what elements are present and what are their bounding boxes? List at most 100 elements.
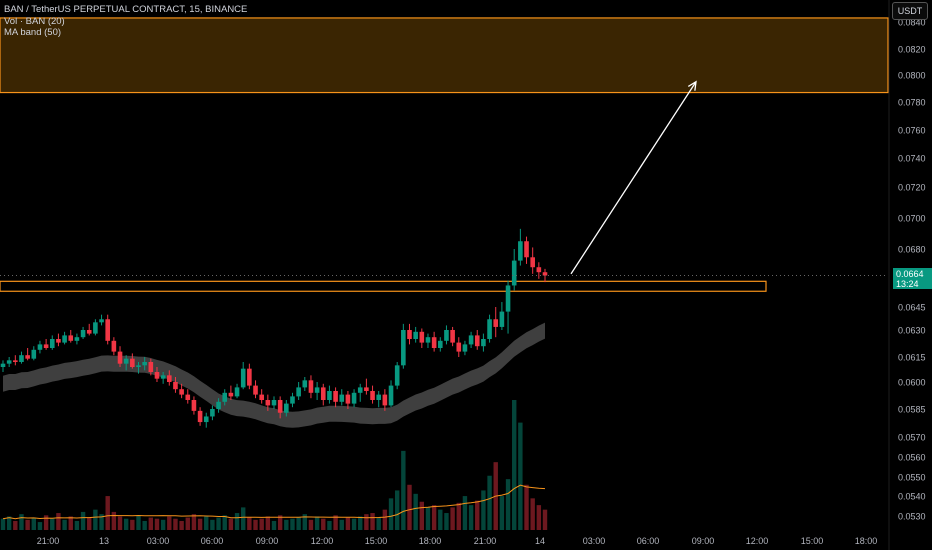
time-tick-label: 09:00	[256, 536, 279, 546]
volume-bar	[370, 513, 375, 530]
candle-body	[530, 257, 535, 268]
ma-band-indicator-label[interactable]: MA band (50)	[4, 27, 62, 38]
volume-bar	[302, 514, 307, 530]
volume-bar	[542, 509, 548, 530]
volume-bar	[530, 498, 535, 530]
volume-bar	[382, 509, 388, 530]
candle-body	[142, 362, 147, 366]
volume-bar	[80, 511, 86, 530]
candle-body	[99, 319, 104, 323]
volume-bar	[277, 515, 283, 530]
candle-body	[179, 389, 184, 395]
volume-bar	[19, 514, 24, 530]
candle-body	[210, 409, 215, 417]
volume-bar	[93, 509, 98, 530]
candle-body	[31, 349, 37, 359]
candle-body	[197, 410, 203, 423]
volume-bar	[456, 502, 461, 530]
candle-body	[450, 330, 455, 343]
symbol-title[interactable]: BAN / TetherUS PERPETUAL CONTRACT, 15, B…	[4, 4, 248, 15]
time-tick-label: 18:00	[855, 536, 878, 546]
last-price-tag: 0.0664 13:24	[893, 268, 932, 289]
candle-body	[216, 401, 221, 409]
candle-body	[524, 241, 529, 258]
volume-bar	[358, 516, 363, 530]
volume-layer	[0, 400, 548, 530]
price-tick-label: 0.0780	[898, 98, 926, 108]
volume-bar	[43, 515, 49, 530]
volume-bar	[413, 493, 418, 530]
volume-bar	[438, 509, 443, 530]
volume-bar	[154, 518, 160, 530]
volume-bar	[234, 513, 240, 530]
volume-bar	[419, 501, 425, 530]
candle-body	[364, 387, 369, 391]
volume-bar	[136, 515, 141, 530]
currency-button[interactable]: USDT	[892, 2, 928, 20]
candle-body	[290, 396, 295, 404]
volume-bar	[216, 517, 221, 530]
candle-body	[203, 416, 209, 423]
candle-body	[43, 344, 49, 348]
volume-bar	[407, 484, 412, 530]
candle-body	[265, 400, 271, 406]
volume-bar	[210, 519, 215, 530]
price-tick-label: 0.0645	[898, 303, 926, 313]
candle-body	[536, 267, 542, 273]
volume-bar	[228, 518, 234, 530]
time-tick-label: 21:00	[37, 536, 60, 546]
volume-bar	[62, 519, 67, 530]
volume-bar	[512, 400, 517, 530]
volume-bar	[191, 514, 197, 530]
volume-bar	[296, 517, 301, 530]
candle-body	[148, 362, 154, 372]
volume-bar	[524, 484, 529, 530]
volume-indicator-label[interactable]: Vol · BAN (20)	[4, 15, 65, 27]
volume-bar	[68, 516, 73, 530]
volume-bar	[339, 519, 344, 530]
candle-body	[370, 391, 375, 400]
price-tick-label: 0.0740	[898, 154, 926, 164]
candle-body	[351, 392, 357, 404]
volume-bar	[142, 520, 147, 530]
price-tick-label: 0.0560	[898, 453, 926, 463]
candle-body	[401, 330, 406, 366]
volume-bar	[351, 518, 357, 530]
candle-body	[160, 375, 166, 379]
candle-body	[284, 403, 289, 413]
candle-body	[499, 311, 505, 327]
candle-countdown: 13:24	[896, 279, 919, 289]
time-tick-label: 15:00	[365, 536, 388, 546]
price-tick-label: 0.0630	[898, 326, 926, 336]
candle-body	[382, 394, 388, 406]
candle-body	[444, 330, 449, 341]
ma-band-layer	[3, 322, 545, 428]
candle-body	[105, 319, 111, 341]
volume-bar	[425, 507, 431, 530]
volume-bar	[401, 450, 406, 530]
candle-body	[493, 319, 499, 327]
candle-body	[542, 272, 548, 276]
candle-body	[173, 382, 178, 390]
volume-bar	[518, 422, 523, 530]
candle-body	[487, 319, 492, 339]
price-tick-label: 0.0600	[898, 378, 926, 388]
price-tick-label: 0.0700	[898, 214, 926, 224]
volume-bar	[499, 496, 505, 530]
volume-bar	[394, 490, 400, 530]
candle-body	[333, 391, 338, 402]
volume-bar	[284, 519, 289, 530]
candle-body	[80, 330, 86, 338]
volume-bar	[265, 516, 271, 530]
candle-body	[93, 322, 98, 334]
volume-bar	[99, 514, 104, 530]
volume-bar	[50, 518, 55, 530]
candle-body	[277, 400, 283, 413]
volume-bar	[148, 517, 154, 530]
candle-body	[0, 363, 6, 367]
price-tick-label: 0.0840	[898, 18, 926, 28]
candle-body	[327, 391, 332, 400]
candle-body	[222, 392, 228, 402]
candle-body	[247, 368, 252, 386]
